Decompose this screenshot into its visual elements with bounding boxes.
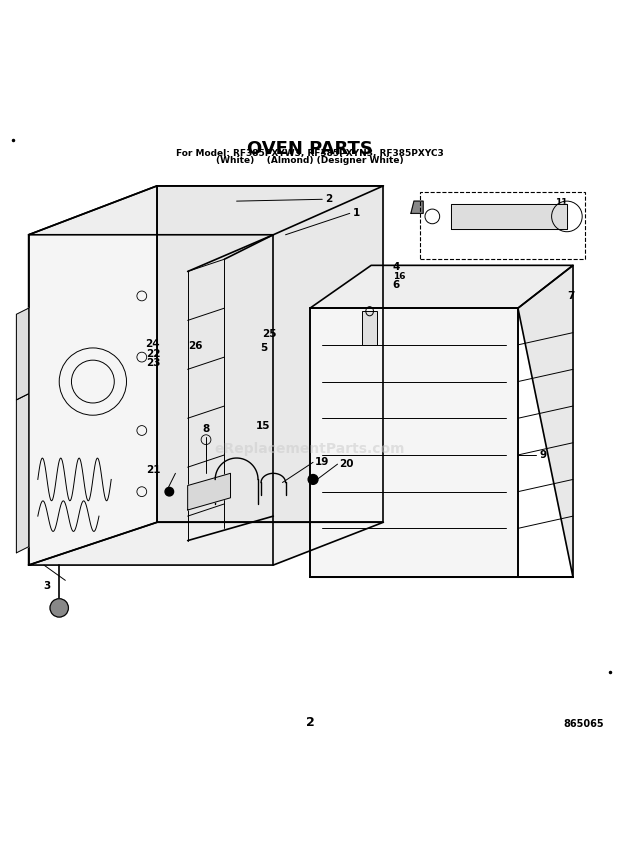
Text: 23: 23 bbox=[146, 358, 160, 369]
Text: 4: 4 bbox=[392, 262, 400, 271]
Text: eReplacementParts.com: eReplacementParts.com bbox=[215, 442, 405, 455]
Text: 9: 9 bbox=[539, 450, 546, 460]
Circle shape bbox=[50, 598, 68, 617]
Text: 3: 3 bbox=[43, 581, 51, 592]
Text: 25: 25 bbox=[262, 329, 277, 339]
Polygon shape bbox=[188, 474, 231, 510]
Polygon shape bbox=[29, 523, 383, 565]
Polygon shape bbox=[29, 186, 157, 565]
Text: 865065: 865065 bbox=[563, 719, 604, 729]
Text: 26: 26 bbox=[188, 341, 203, 351]
Text: OVEN PARTS: OVEN PARTS bbox=[247, 140, 373, 158]
Polygon shape bbox=[451, 204, 567, 229]
Polygon shape bbox=[411, 201, 423, 214]
Text: For Model: RF385PXYW3, RF385PXYN3, RF385PXYC3: For Model: RF385PXYW3, RF385PXYN3, RF385… bbox=[176, 149, 444, 158]
Text: 10: 10 bbox=[555, 216, 567, 226]
Polygon shape bbox=[29, 186, 383, 235]
Text: 24: 24 bbox=[146, 338, 160, 349]
Bar bbox=[362, 311, 378, 345]
Circle shape bbox=[165, 487, 174, 496]
Text: 7: 7 bbox=[567, 291, 574, 301]
Text: 22: 22 bbox=[146, 349, 160, 359]
Text: 1: 1 bbox=[353, 208, 360, 219]
Text: 20: 20 bbox=[339, 459, 354, 469]
Circle shape bbox=[308, 474, 318, 485]
Text: 2: 2 bbox=[326, 195, 332, 204]
Polygon shape bbox=[310, 308, 518, 577]
Polygon shape bbox=[16, 308, 29, 400]
Text: 16: 16 bbox=[392, 272, 405, 281]
Text: (White)    (Almond) (Designer White): (White) (Almond) (Designer White) bbox=[216, 157, 404, 165]
Text: 11: 11 bbox=[555, 198, 567, 208]
Polygon shape bbox=[518, 265, 573, 577]
Text: 21: 21 bbox=[146, 465, 160, 475]
Polygon shape bbox=[16, 393, 29, 553]
Text: 5: 5 bbox=[260, 343, 267, 353]
Text: 15: 15 bbox=[255, 421, 270, 430]
Polygon shape bbox=[157, 186, 383, 523]
Polygon shape bbox=[310, 265, 573, 308]
Text: 8: 8 bbox=[202, 424, 210, 434]
Text: 2: 2 bbox=[306, 716, 314, 729]
Text: 6: 6 bbox=[392, 280, 400, 290]
Text: 19: 19 bbox=[315, 457, 329, 468]
